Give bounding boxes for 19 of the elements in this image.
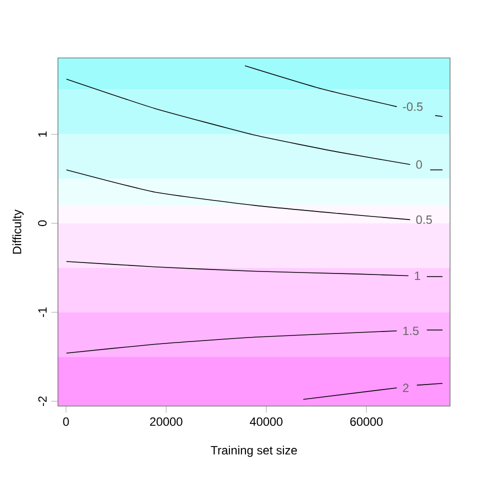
series-label: 0 — [416, 160, 422, 169]
y-axis-title: Difficulty — [12, 209, 24, 254]
y-tick-label: 1 — [38, 132, 47, 137]
x-tick-label: 0 — [63, 417, 69, 426]
line-series — [66, 330, 398, 354]
series-label: 0.5 — [416, 215, 432, 224]
x-axis-title: Training set size — [210, 446, 297, 457]
series-label: 1.5 — [403, 326, 419, 336]
y-tick-label: -2 — [38, 396, 47, 406]
series-label: -0.5 — [402, 102, 423, 111]
x-tick-label: 40000 — [250, 417, 282, 426]
x-tick-label: 20000 — [150, 417, 182, 426]
x-tick-label: 60000 — [350, 417, 383, 426]
series-label: 2 — [403, 384, 408, 392]
y-tick-label: -1 — [38, 307, 47, 318]
series-label: 1 — [414, 272, 420, 280]
y-tick-label: 0 — [38, 220, 47, 226]
line-series — [66, 261, 409, 276]
line-series — [66, 169, 411, 220]
